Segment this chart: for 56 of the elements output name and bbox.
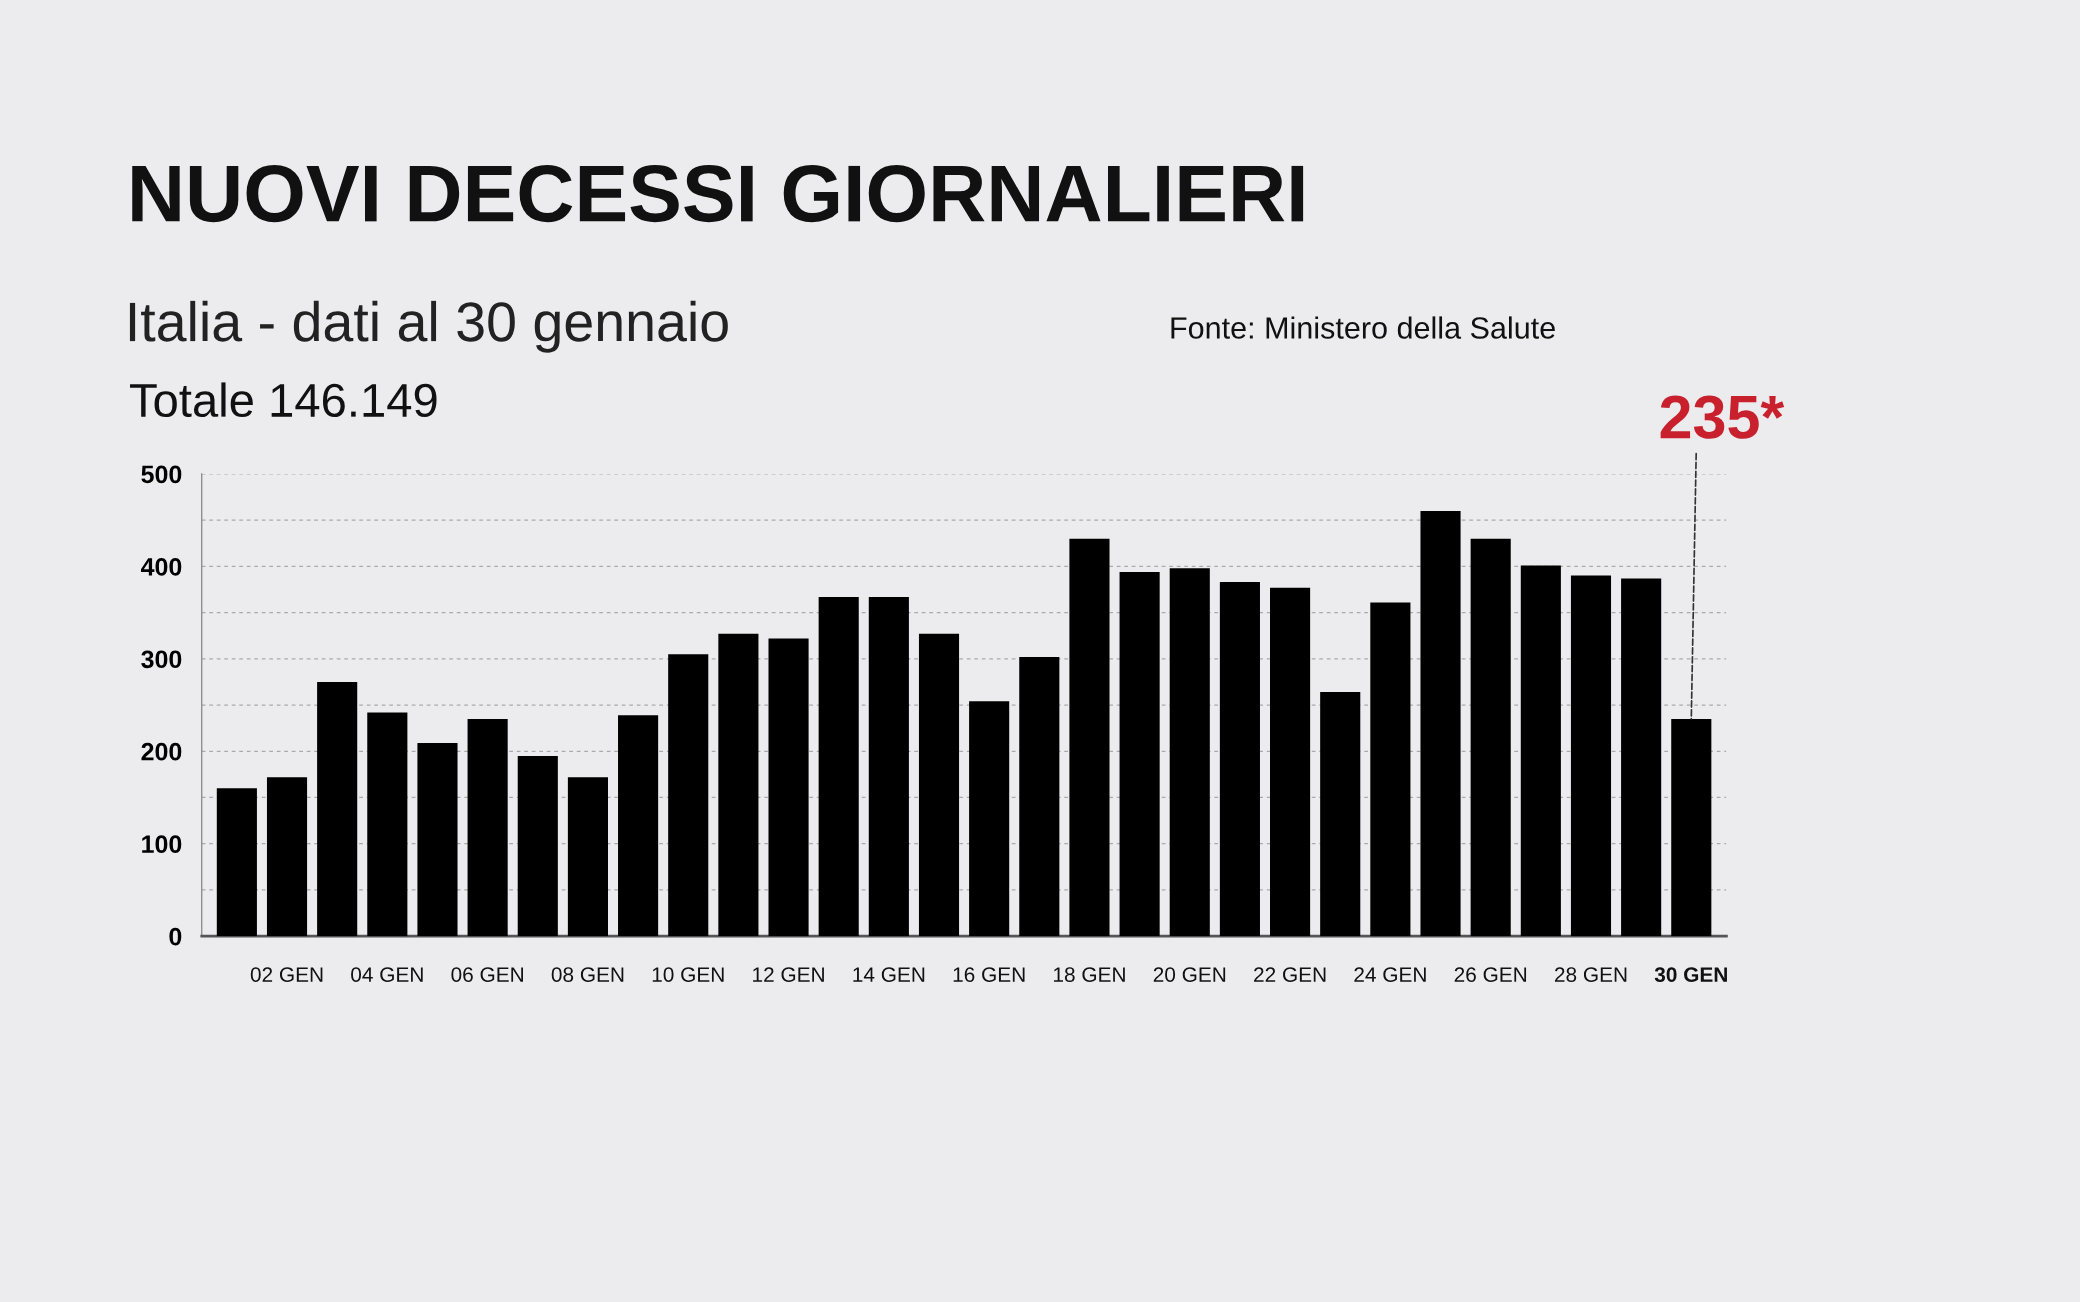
bar	[1420, 510, 1461, 937]
annotation: 235*	[1660, 395, 1785, 439]
bar	[618, 715, 659, 937]
x-tick-label: 14 GEN	[853, 967, 925, 982]
bar	[918, 633, 960, 937]
x-tick-label: 26 GEN	[1454, 967, 1527, 982]
bar	[1671, 718, 1712, 937]
bar	[1119, 571, 1160, 937]
x-tick-label: 24 GEN	[1354, 967, 1426, 982]
x-tick-label: 16 GEN	[953, 967, 1025, 982]
chart-subtitle: Italia - dati al 30 gennaio	[129, 300, 728, 353]
bar	[1019, 656, 1060, 937]
x-tick-label: 10 GEN	[652, 967, 724, 982]
bar	[317, 681, 358, 937]
bar	[818, 596, 859, 937]
bar	[1270, 587, 1311, 937]
bar	[467, 718, 508, 937]
bar	[969, 701, 1010, 937]
bar	[1169, 568, 1210, 937]
x-tick-label: 04 GEN	[351, 967, 423, 982]
x-tick-label: 30 GEN	[1654, 967, 1727, 983]
x-tick-label: 22 GEN	[1254, 967, 1326, 982]
x-tick-label: 28 GEN	[1554, 967, 1627, 982]
chart-title: NUOVI DECESSI GIORNALIERI	[132, 165, 1304, 223]
bar	[718, 633, 759, 937]
bar	[367, 712, 408, 937]
y-tick-label: 500	[141, 465, 182, 484]
x-tick-label: 12 GEN	[753, 967, 824, 982]
bar	[1520, 565, 1561, 937]
x-tick-label: 06 GEN	[451, 967, 523, 982]
x-tick-label: 20 GEN	[1153, 967, 1226, 982]
y-tick-label: 200	[141, 742, 182, 761]
bar	[567, 777, 608, 937]
bar	[1069, 538, 1110, 937]
bar	[1621, 578, 1662, 937]
x-tick-label: 08 GEN	[551, 967, 624, 982]
y-tick-label: 400	[140, 557, 182, 576]
bar	[768, 638, 809, 937]
bar	[417, 742, 458, 937]
source-note: Fonte: Ministero della Salute	[1171, 316, 1555, 339]
x-tick-label: 18 GEN	[1054, 967, 1125, 982]
x-tick-label: 02 GEN	[250, 967, 323, 982]
bar	[1219, 582, 1260, 937]
bar	[517, 755, 558, 937]
bar	[668, 654, 709, 937]
bar	[1570, 575, 1612, 937]
y-tick-label: 0	[169, 927, 182, 946]
bar	[1470, 538, 1511, 937]
text: Totale 146.149	[130, 382, 437, 418]
bar	[1320, 692, 1361, 937]
bar	[868, 596, 909, 937]
bar	[216, 788, 257, 937]
y-tick-label: 300	[141, 650, 182, 669]
bar	[1370, 602, 1411, 937]
bar	[266, 777, 308, 937]
y-tick-label: 100	[142, 835, 182, 853]
